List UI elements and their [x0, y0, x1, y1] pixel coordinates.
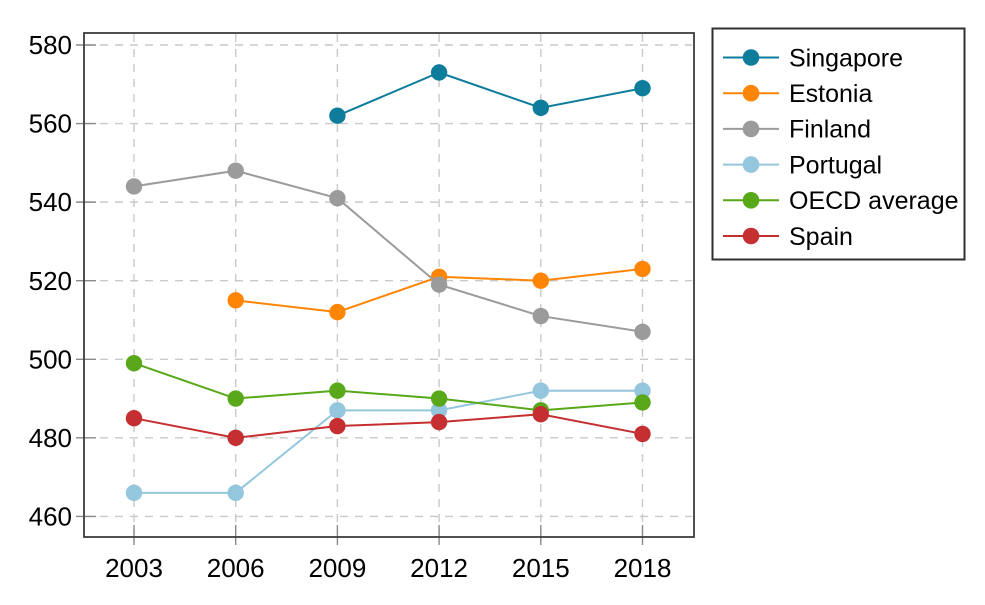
series-finland: [125, 162, 651, 340]
data-point-marker-finland: [125, 178, 143, 195]
ticks: [76, 44, 644, 545]
legend-item-finland: Finland: [723, 116, 871, 144]
data-point-marker-portugal: [532, 382, 549, 399]
legend-label: Estonia: [789, 80, 872, 108]
legend-item-estonia: Estonia: [723, 80, 872, 108]
legend-label: Spain: [789, 223, 853, 251]
series-portugal: [125, 382, 651, 502]
data-point-marker-spain: [329, 417, 346, 435]
data-point-marker-spain: [430, 413, 448, 431]
legend-marker-icon: [742, 227, 760, 245]
data-point-marker-oecd-average: [634, 394, 651, 411]
data-point-marker-singapore: [430, 64, 448, 81]
legend-box: [711, 27, 966, 261]
y-tick-label: 480: [29, 423, 72, 453]
data-point-marker-spain: [125, 409, 143, 427]
data-point-marker-spain: [532, 406, 549, 423]
y-tick-label: 500: [29, 344, 72, 374]
data-point-marker-estonia: [329, 303, 346, 321]
data-point-marker-portugal: [634, 382, 651, 399]
data-point-marker-finland: [227, 162, 244, 179]
x-tick-label: 2015: [512, 553, 570, 583]
series-group: [125, 64, 651, 502]
legend-label: Finland: [789, 116, 871, 144]
y-tick-label: 520: [29, 266, 72, 296]
data-point-marker-singapore: [532, 99, 549, 117]
series-line-portugal: [134, 389, 643, 494]
data-point-marker-oecd-average: [227, 390, 244, 407]
legend-item-portugal: Portugal: [723, 151, 882, 179]
data-point-marker-finland: [430, 276, 448, 293]
x-tick-label: 2003: [105, 553, 163, 583]
series-singapore: [329, 64, 651, 124]
data-point-marker-singapore: [634, 80, 651, 97]
data-point-marker-spain: [227, 429, 244, 447]
legend-marker-icon: [742, 84, 760, 102]
grid: [85, 34, 692, 535]
data-point-marker-portugal: [329, 402, 346, 419]
series-line-spain: [133, 413, 643, 439]
series-estonia: [227, 260, 651, 321]
series-line-singapore: [337, 71, 643, 117]
data-point-marker-spain: [634, 425, 651, 443]
legend-item-spain: Spain: [723, 223, 853, 251]
legend-marker-icon: [742, 192, 760, 209]
x-tick-label: 2009: [308, 553, 366, 583]
series-oecd-average: [125, 354, 651, 419]
data-point-marker-estonia: [227, 292, 244, 309]
data-point-marker-singapore: [329, 107, 346, 124]
data-point-marker-oecd-average: [329, 382, 346, 399]
x-tick-label: 2006: [207, 553, 265, 583]
data-point-marker-estonia: [532, 272, 549, 289]
series-line-oecd-average: [133, 362, 643, 412]
data-point-marker-oecd-average: [125, 354, 143, 372]
x-tick-label: 2012: [410, 553, 468, 583]
data-point-marker-finland: [634, 323, 651, 340]
legend-marker-icon: [742, 156, 760, 173]
y-tick-label: 460: [29, 501, 72, 531]
data-point-marker-finland: [532, 307, 549, 325]
legend-label: Portugal: [789, 151, 882, 179]
data-point-marker-portugal: [125, 484, 143, 502]
y-tick-label: 580: [29, 30, 72, 60]
legend: Singapore Estonia Finland Portugal OECD aver…: [711, 27, 966, 261]
data-point-marker-portugal: [430, 402, 448, 419]
legend-marker-icon: [742, 120, 760, 138]
legend-label: Singapore: [789, 44, 903, 72]
legend-item-singapore: Singapore: [723, 44, 903, 72]
y-tick-label: 560: [29, 109, 72, 139]
y-tick-label: 540: [29, 187, 72, 217]
x-tick-label: 2018: [614, 553, 672, 583]
data-point-marker-oecd-average: [430, 390, 448, 407]
tick-labels: 460 480 500 520 540 560 580 2003 2006 2009 2012 201…: [29, 30, 672, 583]
legend-marker-icon: [742, 49, 760, 66]
series-spain: [125, 406, 651, 447]
plot-border: [83, 32, 695, 538]
series-line-finland: [133, 169, 643, 333]
legend-item-oecd-average: OECD average: [723, 187, 959, 215]
data-point-marker-portugal: [227, 484, 244, 502]
data-point-marker-estonia: [634, 260, 651, 278]
legend-label: OECD average: [789, 187, 959, 215]
data-point-marker-finland: [329, 190, 346, 207]
